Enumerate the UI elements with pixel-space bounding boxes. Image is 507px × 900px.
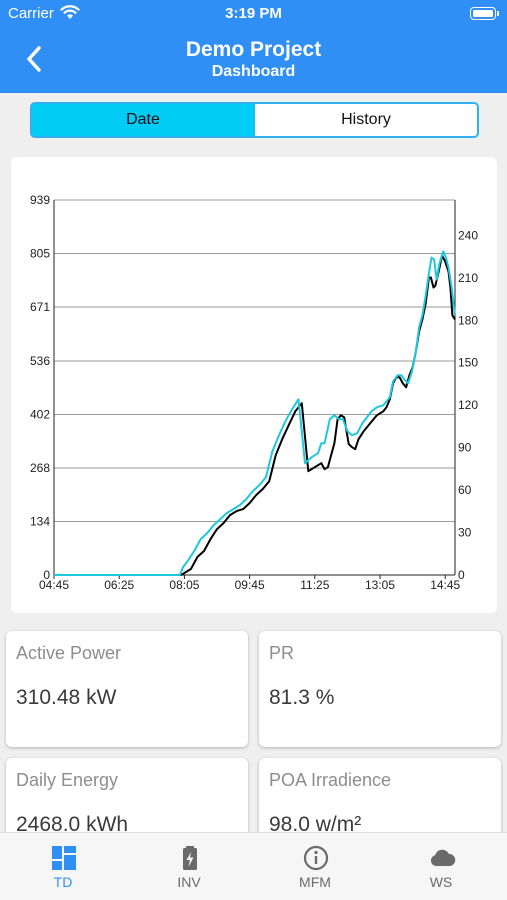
x-tick-label: 11:25 — [300, 578, 329, 592]
tab-label: MFM — [299, 874, 331, 890]
y-right-tick-label: 60 — [458, 483, 472, 497]
carrier-label: Carrier — [8, 5, 54, 22]
card-value: 98.0 w/m² — [269, 813, 362, 836]
date-history-segmented-control: Date History — [30, 102, 479, 138]
card-value: 310.48 kW — [16, 686, 117, 709]
y-right-tick-label: 240 — [458, 228, 478, 242]
x-tick-label: 04:45 — [39, 578, 69, 592]
y-left-tick-label: 0 — [43, 568, 50, 582]
chart-card: 0 134 268 402 536 671 805 939 0 30 60 90 120 150 180 21… — [11, 157, 497, 613]
x-tick-label: 14:45 — [430, 578, 460, 592]
tab-label: INV — [177, 874, 201, 890]
y-left-tick-label: 134 — [30, 514, 50, 528]
card-label: Daily Energy — [16, 770, 119, 790]
wifi-icon — [60, 5, 80, 19]
segment-date[interactable]: Date — [32, 104, 254, 136]
card-value: 81.3 % — [269, 686, 335, 709]
tab-ws[interactable]: WS — [378, 833, 504, 900]
card-pr: PR 81.3 % — [259, 631, 501, 747]
y-right-tick-label: 210 — [458, 271, 478, 285]
battery-icon — [470, 7, 499, 20]
y-left-tick-label: 805 — [30, 247, 50, 261]
card-value: 2468.0 kWh — [16, 813, 129, 836]
tab-td[interactable]: TD — [0, 833, 126, 900]
y-left-tick-label: 402 — [30, 407, 50, 421]
series-line-2 — [54, 250, 456, 576]
back-chevron-icon[interactable] — [22, 44, 48, 74]
y-right-tick-label: 0 — [458, 568, 465, 582]
status-time: 3:19 PM — [225, 5, 282, 22]
y-left-tick-label: 268 — [30, 461, 50, 475]
info-icon — [303, 845, 329, 871]
y-left-tick-label: 939 — [30, 193, 50, 207]
y-right-tick-label: 150 — [458, 356, 478, 370]
page-title: Demo Project — [185, 38, 322, 61]
y-right-tick-label: 180 — [458, 313, 478, 327]
nav-header: Carrier 3:19 PM Demo Project Dashboard — [0, 0, 507, 93]
x-tick-label: 09:45 — [235, 578, 265, 592]
tab-inv[interactable]: INV — [126, 833, 252, 900]
grid-icon — [52, 846, 76, 870]
y-left-tick-label: 536 — [30, 354, 50, 368]
cloud-icon — [430, 849, 456, 866]
power-irradiance-chart: 0 134 268 402 536 671 805 939 0 30 60 90 120 150 180 21… — [30, 193, 478, 592]
tab-label: TD — [53, 874, 73, 890]
card-label: POA Irradience — [269, 770, 392, 790]
y-right-tick-label: 30 — [458, 526, 472, 540]
x-tick-label: 06:25 — [104, 578, 134, 592]
segment-history[interactable]: History — [254, 104, 477, 136]
card-active-power: Active Power 310.48 kW — [6, 631, 248, 747]
y-right-tick-label: 90 — [458, 441, 472, 455]
card-label: PR — [269, 643, 295, 663]
series-line-1 — [54, 254, 456, 576]
page-subtitle: Dashboard — [211, 63, 296, 80]
status-bar: Carrier 3:19 PM — [0, 0, 507, 28]
tab-mfm[interactable]: MFM — [252, 833, 378, 900]
card-label: Active Power — [16, 643, 122, 663]
battery-charge-icon — [183, 846, 197, 870]
tab-label: WS — [429, 874, 453, 890]
y-left-tick-label: 671 — [30, 300, 50, 314]
x-tick-label: 13:05 — [365, 578, 395, 592]
x-tick-label: 08:05 — [169, 578, 199, 592]
tab-bar: TD INV MFM WS — [0, 832, 507, 900]
y-right-tick-label: 120 — [458, 398, 478, 412]
